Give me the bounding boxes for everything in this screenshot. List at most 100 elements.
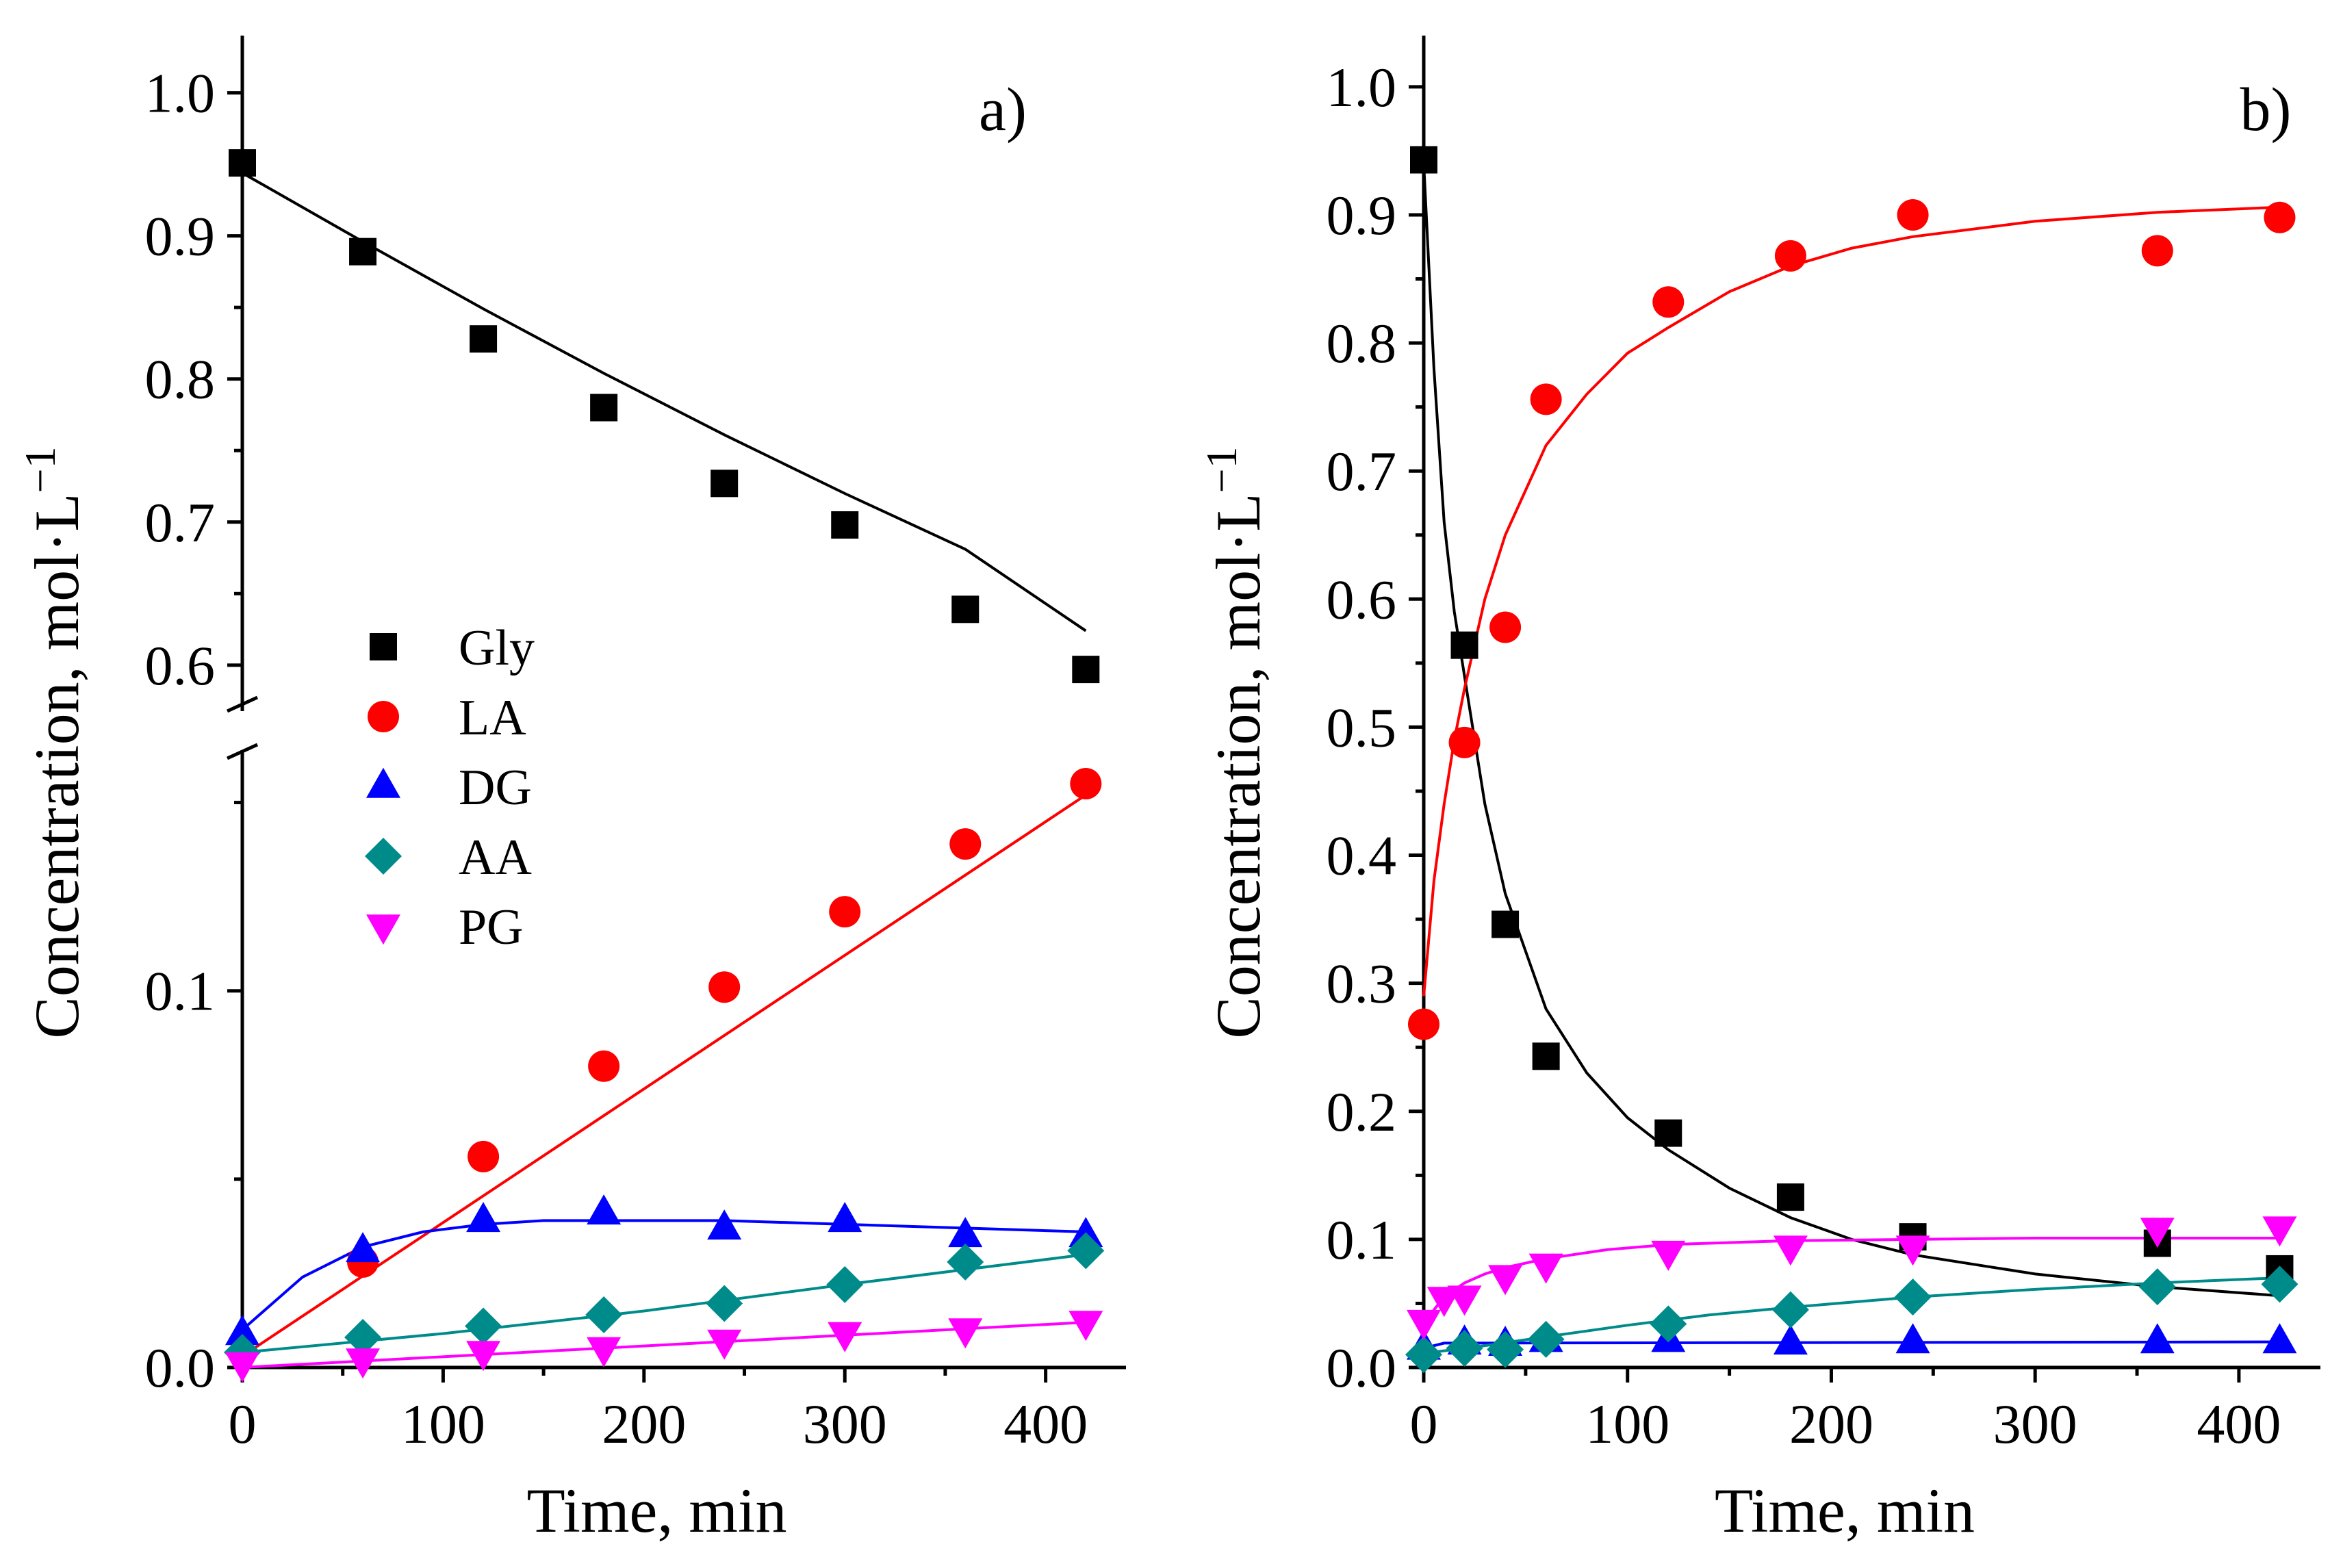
y-axis-title: Concentration, mol·L−1	[16, 446, 92, 1038]
data-point-pg	[346, 1348, 381, 1379]
data-point-dg	[2140, 1323, 2175, 1354]
x-axis-title: Time, min	[526, 1476, 786, 1545]
y-tick-label: 0.7	[145, 491, 216, 554]
data-point-aa	[1446, 1329, 1483, 1367]
axis-break-mark-upper	[226, 695, 259, 713]
y-tick-label: 0.3	[1327, 953, 1397, 1015]
data-point-aa	[1650, 1305, 1687, 1343]
y-tick-label: 0.1	[145, 960, 216, 1023]
y-tick-label: 0.4	[1327, 825, 1397, 887]
data-point-pg	[587, 1337, 622, 1367]
data-point-aa	[947, 1243, 984, 1281]
data-point-aa	[2261, 1265, 2299, 1303]
panel-label: b)	[2240, 76, 2292, 144]
data-point-gly	[229, 149, 256, 177]
data-point-gly	[710, 470, 739, 498]
y-tick-label: 0.2	[1327, 1081, 1397, 1143]
y-axis-title: Concentration, mol·L−1	[1197, 446, 1273, 1038]
legend-label-dg: DG	[459, 760, 532, 816]
data-point-dg	[225, 1315, 259, 1346]
data-point-la	[1408, 1008, 1439, 1040]
y-tick-label: 1.0	[145, 62, 216, 125]
y-axis-title-superscript: −1	[16, 446, 64, 493]
data-point-aa	[585, 1296, 623, 1333]
legend-marker-la	[368, 701, 399, 732]
data-point-la	[1489, 611, 1522, 643]
y-tick-label: 0.8	[1327, 312, 1397, 374]
data-point-aa	[1067, 1232, 1105, 1270]
y-tick-label: 0.6	[145, 634, 216, 697]
x-tick-label: 400	[1003, 1393, 1088, 1455]
data-point-dg	[346, 1232, 381, 1263]
fit-line-dg	[241, 1219, 1086, 1331]
y-tick-label: 0.9	[145, 205, 216, 268]
fit-line-aa	[1423, 1276, 2280, 1355]
y-tick-label: 0.1	[1327, 1209, 1397, 1271]
legend-marker-pg	[366, 914, 400, 945]
fit-line-gly	[1422, 164, 2280, 1298]
y-tick-label: 1.0	[1327, 56, 1397, 118]
data-point-dg	[707, 1209, 742, 1240]
data-point-dg	[587, 1194, 622, 1225]
data-point-la	[1070, 768, 1102, 800]
fit-line-la	[241, 793, 1087, 1358]
data-point-gly	[1492, 910, 1520, 938]
data-point-gly	[470, 325, 498, 353]
data-point-pg	[707, 1329, 742, 1360]
data-point-pg	[828, 1322, 862, 1352]
data-point-gly	[349, 237, 377, 266]
data-point-la	[2264, 201, 2296, 233]
data-point-aa	[1894, 1278, 1932, 1316]
data-point-gly	[1410, 146, 1437, 174]
y-axis-title-superscript: −1	[1197, 446, 1246, 493]
data-point-dg	[1773, 1324, 1808, 1355]
x-tick-label: 400	[2197, 1393, 2281, 1455]
data-point-pg	[1651, 1240, 1686, 1271]
y-tick-label: 0.0	[145, 1337, 216, 1399]
x-tick-label: 100	[401, 1393, 485, 1455]
data-point-dg	[466, 1202, 501, 1233]
panel-b: 0 100 200 300 400 0.0 0.1 0.2 0.3 0.4 0.5 0.6 0.7 0.8…	[1197, 36, 2320, 1545]
data-point-la	[1774, 240, 1806, 272]
y-tick-label: 0.7	[1327, 440, 1397, 502]
data-point-gly	[1776, 1183, 1804, 1211]
data-point-pg	[1488, 1265, 1523, 1296]
data-point-aa	[826, 1265, 864, 1303]
data-point-la	[2141, 235, 2173, 267]
data-point-aa	[2138, 1268, 2176, 1306]
data-point-dg	[1895, 1323, 1930, 1354]
y-tick-label: 0.6	[1327, 568, 1397, 630]
data-point-pg	[2140, 1218, 2175, 1248]
fit-line-gly	[242, 171, 1087, 632]
x-tick-label: 0	[229, 1393, 257, 1455]
data-point-la	[588, 1050, 620, 1082]
y-tick-label: 0.8	[145, 348, 216, 411]
data-point-la	[468, 1140, 500, 1172]
legend-marker-dg	[366, 767, 400, 798]
data-point-gly	[831, 511, 859, 539]
data-point-gly	[1450, 631, 1478, 659]
x-tick-label: 0	[1410, 1393, 1438, 1455]
x-tick-label: 200	[1789, 1393, 1873, 1455]
data-point-pg	[948, 1318, 983, 1349]
data-point-gly	[1654, 1119, 1682, 1147]
legend-label-la: LA	[459, 690, 526, 746]
x-tick-label: 200	[602, 1393, 686, 1455]
data-point-aa	[1527, 1320, 1565, 1358]
data-point-gly	[590, 394, 618, 422]
panel-label: a)	[979, 76, 1027, 144]
y-tick-label: 0.9	[1327, 184, 1397, 246]
data-point-la	[1530, 383, 1562, 415]
data-point-la	[1652, 286, 1685, 318]
data-point-aa	[1487, 1331, 1524, 1368]
x-axis-title: Time, min	[1715, 1476, 1975, 1545]
legend-label-pg: PG	[459, 899, 524, 955]
data-point-aa	[344, 1318, 382, 1356]
data-point-pg	[1447, 1285, 1482, 1316]
data-point-aa	[1771, 1291, 1809, 1328]
data-point-dg	[948, 1217, 983, 1248]
data-point-la	[1897, 198, 1929, 231]
axis-break-mark-lower	[226, 743, 259, 760]
data-point-aa	[1405, 1336, 1442, 1374]
